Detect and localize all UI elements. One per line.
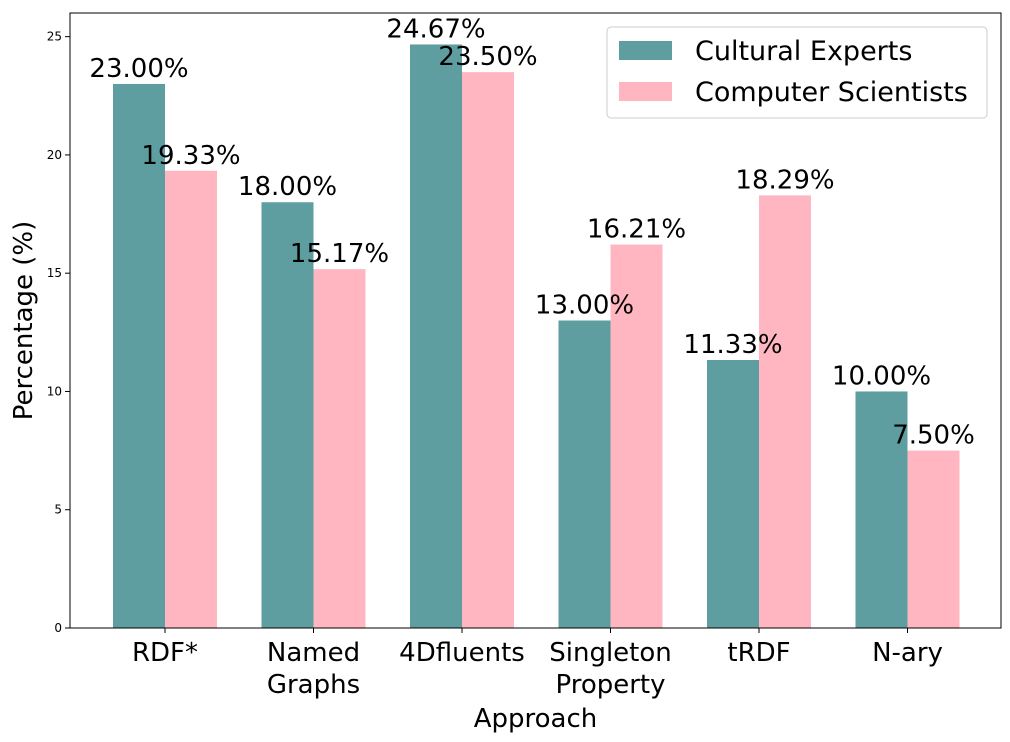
value-label: 10.00% (832, 361, 931, 391)
y-tick-label: 10 (47, 384, 62, 398)
x-tick-label: N-ary (872, 638, 943, 668)
bar-cultural-experts-4 (707, 360, 759, 628)
x-tick-label: Singleton (549, 638, 672, 668)
bars-group (113, 44, 960, 629)
bar-cultural-experts-5 (855, 391, 908, 628)
x-axis-title: Approach (474, 704, 598, 734)
bar-computer-scientists-5 (907, 450, 960, 628)
y-axis-title: Percentage (%) (9, 221, 39, 421)
y-tick-label: 20 (47, 148, 62, 162)
bar-computer-scientists-3 (610, 244, 663, 628)
bar-cultural-experts-0 (113, 83, 165, 628)
y-tick-label: 25 (47, 30, 62, 44)
y-tick-label: 5 (54, 503, 62, 517)
x-tick-label: 4Dfluents (399, 638, 525, 668)
value-label: 23.50% (438, 42, 537, 72)
value-label: 18.00% (238, 172, 337, 202)
x-tick-label: Named (267, 638, 360, 668)
value-label: 7.50% (892, 421, 975, 451)
bar-cultural-experts-1 (261, 202, 314, 628)
x-tick-label: Property (555, 670, 665, 700)
legend-label: Computer Scientists (695, 77, 968, 108)
bar-computer-scientists-0 (165, 170, 217, 628)
bar-computer-scientists-4 (759, 195, 811, 628)
value-label: 13.00% (535, 291, 634, 321)
value-label: 19.33% (141, 141, 240, 171)
bar-cultural-experts-2 (410, 44, 462, 629)
bar-cultural-experts-3 (558, 320, 611, 628)
plot-frame (69, 12, 1002, 629)
x-tick-label: RDF* (132, 638, 198, 668)
legend-label: Cultural Experts (695, 36, 912, 67)
legend-swatch (619, 41, 672, 60)
value-labels-group: 23.00% 18.00% 24.67% 13.00% 11.33% 10.00% 19.3… (89, 14, 974, 450)
bar-computer-scientists-2 (462, 72, 514, 628)
value-label: 18.29% (735, 165, 834, 195)
value-label: 15.17% (290, 239, 389, 269)
value-label: 24.67% (386, 14, 485, 44)
legend-frame (606, 26, 988, 119)
x-tick-label: Graphs (267, 670, 360, 700)
legend: Cultural Experts Computer Scientists (606, 26, 988, 119)
legend-swatch (619, 82, 672, 101)
value-label: 11.33% (683, 330, 782, 360)
y-axis: 0 5 10 15 20 25 (47, 30, 70, 635)
y-tick-label: 15 (47, 266, 62, 280)
bar-computer-scientists-1 (313, 269, 366, 628)
value-label: 16.21% (587, 215, 686, 245)
value-label: 23.00% (89, 54, 188, 84)
y-tick-label: 0 (54, 621, 62, 635)
x-tick-label: tRDF (727, 638, 790, 668)
